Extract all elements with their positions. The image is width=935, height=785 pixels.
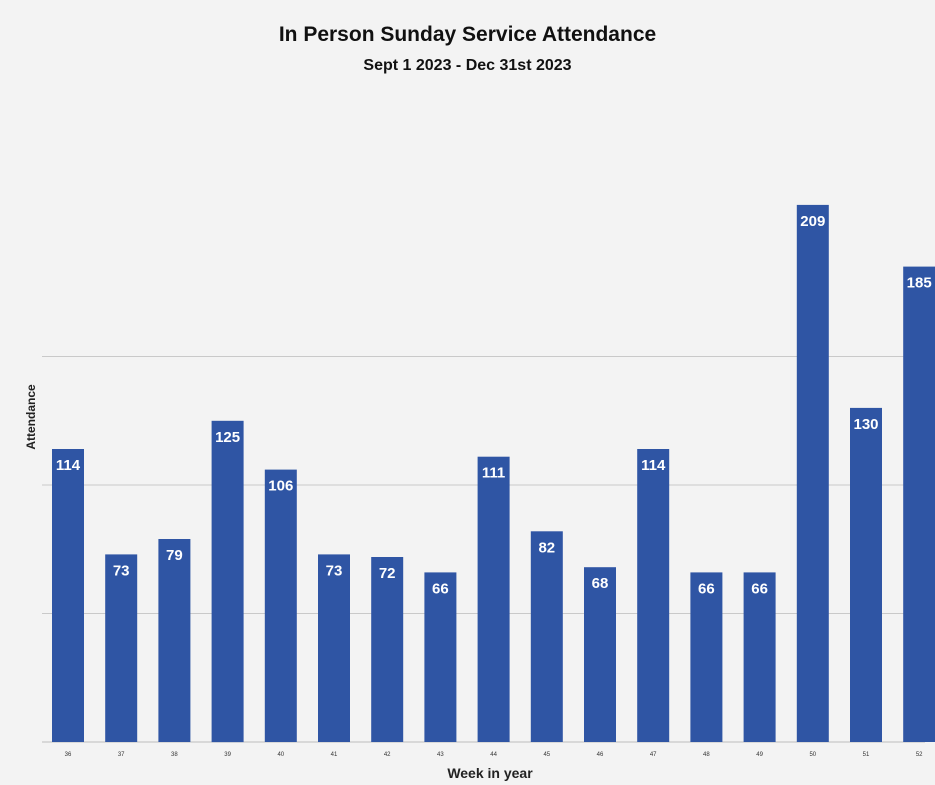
x-axis-title: Week in year — [447, 765, 533, 781]
data-label-week-39: 125 — [215, 429, 240, 446]
x-tick-label-46: 46 — [597, 752, 604, 758]
bar-week-49 — [743, 572, 776, 742]
bar-week-41 — [318, 554, 350, 742]
bar-week-40 — [264, 469, 297, 742]
x-tick-label-40: 40 — [277, 752, 284, 758]
data-label-week-43: 66 — [432, 580, 449, 597]
x-tick-label-49: 49 — [756, 752, 763, 758]
x-tick-label-38: 38 — [171, 752, 178, 758]
data-label-week-49: 66 — [751, 580, 768, 597]
x-tick-labels: 36 37 38 39 40 41 42 43 44 45 46 47 48 49 50 51 52 — [65, 752, 924, 758]
bar-week-48 — [690, 572, 723, 742]
bar-week-37 — [105, 554, 138, 742]
data-label-week-47: 114 — [641, 457, 666, 474]
x-tick-label-41: 41 — [331, 752, 338, 758]
bar-week-50 — [796, 204, 829, 742]
bar-week-42 — [371, 557, 404, 742]
data-label-week-51: 130 — [853, 416, 878, 433]
data-label-week-50: 209 — [800, 213, 825, 230]
bar-week-38 — [158, 539, 191, 742]
bar-week-44 — [477, 456, 510, 742]
data-label-week-48: 66 — [698, 580, 715, 597]
data-label-week-41: 73 — [326, 562, 343, 579]
data-label-week-44: 111 — [482, 465, 505, 482]
data-label-week-38: 79 — [166, 547, 183, 564]
chart-title: In Person Sunday Service Attendance — [278, 23, 657, 46]
data-label-week-40: 106 — [268, 478, 293, 495]
bar-week-47 — [637, 449, 670, 742]
x-tick-label-44: 44 — [490, 752, 497, 758]
bar-week-52 — [903, 266, 935, 742]
bars — [52, 204, 935, 743]
bar-week-43 — [424, 572, 457, 742]
x-tick-label-36: 36 — [65, 752, 72, 758]
data-label-week-52: 185 — [907, 275, 932, 292]
x-tick-label-47: 47 — [650, 752, 657, 758]
x-tick-label-37: 37 — [118, 752, 125, 758]
x-tick-label-39: 39 — [224, 752, 231, 758]
x-tick-label-52: 52 — [916, 752, 923, 758]
data-labels: 114 73 79 125 106 73 72 66 111 82 68 114 66 66 209 130 1… — [56, 213, 932, 598]
x-tick-label-48: 48 — [703, 752, 710, 758]
chart-subtitle: Sept 1 2023 - Dec 31st 2023 — [363, 57, 572, 74]
bar-week-36 — [52, 449, 84, 742]
data-label-week-37: 73 — [113, 562, 130, 579]
x-tick-label-50: 50 — [809, 752, 816, 758]
data-label-week-36: 114 — [56, 457, 81, 474]
x-tick-label-45: 45 — [543, 752, 550, 758]
bar-week-39 — [211, 420, 244, 743]
x-tick-label-42: 42 — [384, 752, 391, 758]
bar-week-51 — [850, 407, 882, 742]
data-label-week-42: 72 — [379, 565, 396, 582]
x-tick-label-43: 43 — [437, 752, 444, 758]
bar-week-45 — [530, 531, 563, 742]
data-label-week-46: 68 — [592, 575, 609, 592]
bar-week-46 — [584, 567, 616, 742]
data-label-week-45: 82 — [538, 539, 555, 556]
x-tick-label-51: 51 — [863, 752, 870, 758]
y-axis-title: Attendance — [24, 384, 38, 450]
